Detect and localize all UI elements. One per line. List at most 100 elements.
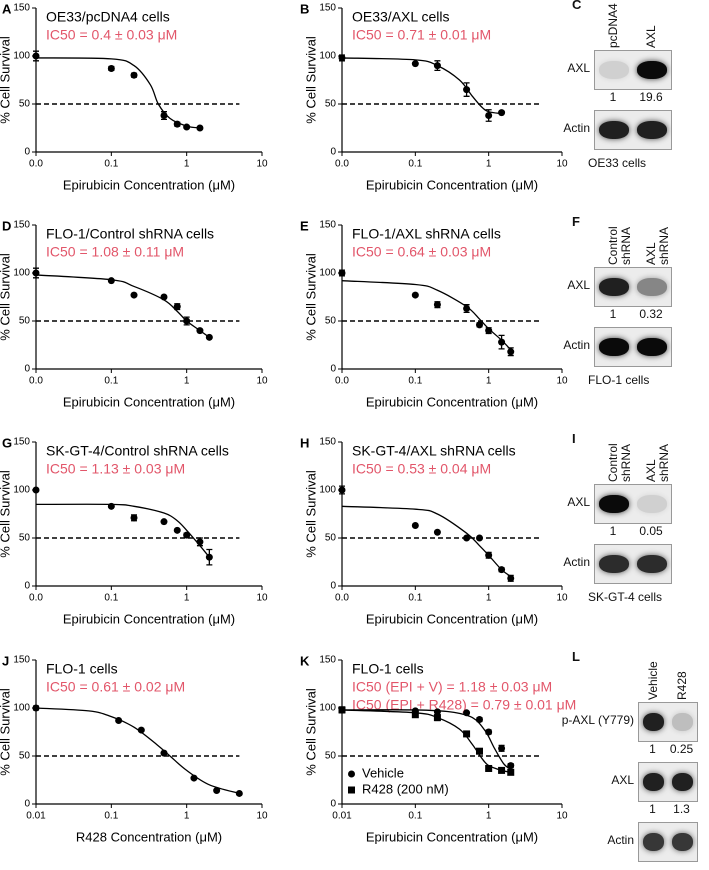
y-tick-label: 50: [19, 751, 31, 762]
data-point: [411, 711, 419, 719]
y-tick-label: 150: [13, 3, 30, 14]
x-tick-label: 1: [486, 159, 492, 170]
data-point: [173, 120, 181, 128]
data-point: [32, 52, 40, 60]
ic50-annotation: IC50 = 1.08 ± 0.11 μM: [46, 244, 184, 260]
y-tick-label: 0: [330, 581, 336, 592]
x-axis-label: Epirubicin Concentration (μM): [366, 611, 538, 626]
blot-panel: F Control shRNA AXL shRNA AXL 1 0.32 Actin FLO-…: [563, 214, 709, 432]
fit-curve: [341, 505, 512, 577]
x-tick-label: 10: [556, 593, 568, 604]
x-tick-label: 0.1: [104, 593, 118, 604]
chart-panel: G 0 50 100 150 0.0 0.1 1 10 Epirubicin Concentrat…: [0, 435, 268, 626]
blot-image: [594, 110, 672, 150]
panel-label: G: [2, 435, 12, 450]
band-quantification: 0.25: [669, 742, 694, 756]
chart-panel: B 0 50 100 150 0.0 0.1 1 10 Epirubicin Concentrat…: [300, 1, 568, 192]
data-point: [137, 726, 145, 734]
x-tick-label: 10: [556, 159, 568, 170]
y-tick-label: 100: [13, 268, 30, 279]
chart-panel: J 0 50 100 150 0.01 0.1 1 10 R428 Concentration (…: [0, 653, 268, 844]
y-tick-label: 100: [13, 703, 30, 714]
blot-image: [594, 544, 672, 584]
band: [672, 773, 693, 791]
chart-title: OE33/AXL cells: [352, 9, 450, 25]
x-axis-label: Epirubicin Concentration (μM): [63, 177, 235, 192]
y-axis-label: % Cell Survival: [303, 688, 318, 776]
blot-image: [594, 484, 672, 524]
x-tick-label: 1: [184, 811, 190, 822]
data-point: [107, 277, 115, 285]
data-point: [235, 789, 243, 797]
y-tick-label: 100: [319, 703, 336, 714]
ic50-annotation: IC50 = 0.71 ± 0.01 μM: [352, 27, 491, 43]
data-point: [507, 768, 515, 776]
data-point: [130, 514, 138, 522]
y-axis-label: % Cell Survival: [0, 470, 12, 558]
data-point: [183, 123, 191, 131]
panel-label: K: [300, 653, 310, 668]
data-point: [411, 60, 419, 68]
x-tick-label: 10: [556, 376, 568, 387]
band: [599, 61, 629, 79]
x-tick-label: 10: [556, 811, 568, 822]
fit-curve: [35, 57, 201, 129]
blot-image: [594, 267, 672, 307]
y-tick-label: 50: [325, 316, 337, 327]
data-point: [338, 54, 346, 62]
band: [672, 713, 693, 731]
data-point: [485, 764, 493, 772]
data-point: [196, 538, 204, 546]
band: [599, 555, 629, 573]
x-tick-label: 10: [256, 593, 268, 604]
data-point: [476, 716, 484, 724]
x-tick-label: 0.0: [29, 593, 43, 604]
band: [637, 495, 667, 513]
band: [599, 278, 629, 296]
data-point: [205, 333, 213, 341]
data-point: [411, 291, 419, 299]
data-point: [107, 502, 115, 510]
fit-curve: [35, 274, 210, 338]
chart-title: FLO-1 cells: [46, 661, 118, 677]
band: [637, 555, 667, 573]
lane-label: pcDNA4: [606, 3, 620, 48]
data-point: [463, 305, 471, 313]
data-point: [183, 317, 191, 325]
data-point: [115, 716, 123, 724]
y-tick-label: 0: [24, 364, 30, 375]
chart-panel: A 0 50 100 150 0.0 0.1 1 10 Epirubicin Concentrat…: [0, 1, 268, 192]
x-tick-label: 1: [184, 593, 190, 604]
band-quantification: 19.6: [639, 90, 663, 104]
ic50-annotation: IC50 = 0.64 ± 0.03 μM: [352, 244, 491, 260]
blot-image: [638, 822, 698, 862]
y-tick-label: 0: [330, 799, 336, 810]
data-point: [196, 124, 204, 132]
fit-curve: [341, 280, 512, 351]
data-point: [32, 486, 40, 494]
band: [637, 121, 667, 139]
data-point: [196, 327, 204, 335]
y-tick-label: 100: [13, 485, 30, 496]
legend-label: Vehicle: [362, 765, 404, 780]
data-point: [183, 531, 191, 539]
data-point: [32, 269, 40, 277]
y-tick-label: 0: [24, 147, 30, 158]
chart-panel: H 0 50 100 150 0.0 0.1 1 10 Epirubicin Concentrat…: [300, 435, 568, 626]
panel-label: C: [572, 0, 582, 12]
x-tick-label: 10: [256, 376, 268, 387]
data-point: [338, 706, 346, 714]
band: [599, 121, 629, 139]
x-tick-label: 10: [256, 159, 268, 170]
data-point: [160, 518, 168, 526]
x-tick-label: 0.1: [408, 593, 422, 604]
ic50-annotation: IC50 = 0.53 ± 0.04 μM: [352, 461, 491, 477]
data-point: [507, 574, 515, 582]
y-tick-label: 100: [13, 51, 30, 62]
fit-curve: [341, 709, 511, 773]
panel-label: E: [300, 218, 309, 233]
x-tick-label: 0.1: [408, 159, 422, 170]
data-point: [433, 301, 441, 309]
legend-label: R428 (200 nM): [362, 781, 449, 796]
x-tick-label: 0.0: [335, 159, 349, 170]
